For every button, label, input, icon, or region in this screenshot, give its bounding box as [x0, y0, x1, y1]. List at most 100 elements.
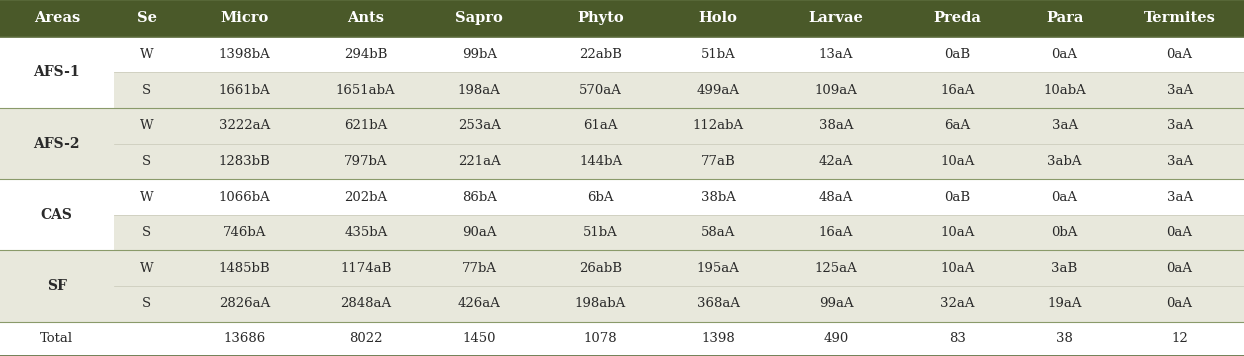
- Text: CAS: CAS: [41, 208, 72, 222]
- Text: Holo: Holo: [699, 11, 738, 25]
- Text: 10aA: 10aA: [940, 262, 974, 275]
- Text: 294bB: 294bB: [345, 48, 387, 61]
- Text: 198aA: 198aA: [458, 84, 501, 97]
- Text: 0aB: 0aB: [944, 48, 970, 61]
- Text: SF: SF: [47, 279, 67, 293]
- Text: 125aA: 125aA: [815, 262, 857, 275]
- Text: Se: Se: [137, 11, 157, 25]
- Text: 16aA: 16aA: [819, 226, 853, 239]
- Bar: [0, 37, 113, 108]
- Bar: [113, 72, 1244, 108]
- Text: 3aA: 3aA: [1167, 190, 1193, 204]
- Text: 99aA: 99aA: [819, 297, 853, 310]
- Text: 195aA: 195aA: [697, 262, 740, 275]
- Text: 0aA: 0aA: [1167, 297, 1193, 310]
- Bar: [0, 250, 113, 321]
- Text: Para: Para: [1046, 11, 1084, 25]
- Text: 0aB: 0aB: [944, 190, 970, 204]
- Text: 3aA: 3aA: [1167, 119, 1193, 132]
- Bar: [113, 179, 1244, 215]
- Text: 1450: 1450: [463, 332, 496, 345]
- Text: 0aA: 0aA: [1051, 190, 1077, 204]
- Bar: [113, 108, 1244, 143]
- Text: 1398bA: 1398bA: [219, 48, 270, 61]
- Bar: [0, 108, 113, 179]
- Text: 38bA: 38bA: [700, 190, 735, 204]
- Text: 48aA: 48aA: [819, 190, 853, 204]
- Text: 435bA: 435bA: [345, 226, 387, 239]
- Bar: [113, 215, 1244, 250]
- Text: S: S: [142, 226, 152, 239]
- Text: 51bA: 51bA: [700, 48, 735, 61]
- Text: 86bA: 86bA: [462, 190, 496, 204]
- Bar: [113, 37, 1244, 72]
- Text: Areas: Areas: [34, 11, 80, 25]
- Text: 77aB: 77aB: [700, 155, 735, 168]
- Text: 8022: 8022: [350, 332, 382, 345]
- Bar: [113, 286, 1244, 321]
- Text: 112abA: 112abA: [693, 119, 744, 132]
- Text: 0aA: 0aA: [1051, 48, 1077, 61]
- Text: 26abB: 26abB: [578, 262, 622, 275]
- Text: 19aA: 19aA: [1047, 297, 1082, 310]
- Text: 490: 490: [824, 332, 848, 345]
- Text: 621bA: 621bA: [345, 119, 387, 132]
- Text: 3abA: 3abA: [1047, 155, 1082, 168]
- Text: 3aA: 3aA: [1167, 155, 1193, 168]
- Text: W: W: [141, 190, 154, 204]
- Text: 3aB: 3aB: [1051, 262, 1077, 275]
- Text: 77bA: 77bA: [462, 262, 496, 275]
- Text: 10aA: 10aA: [940, 155, 974, 168]
- Text: 109aA: 109aA: [815, 84, 857, 97]
- Text: W: W: [141, 48, 154, 61]
- Text: 1651abA: 1651abA: [336, 84, 396, 97]
- Text: 221aA: 221aA: [458, 155, 500, 168]
- Text: 0bA: 0bA: [1051, 226, 1077, 239]
- Text: Ants: Ants: [347, 11, 384, 25]
- Text: 746bA: 746bA: [223, 226, 266, 239]
- Text: 61aA: 61aA: [583, 119, 618, 132]
- Bar: [113, 143, 1244, 179]
- Text: 253aA: 253aA: [458, 119, 501, 132]
- Text: 202bA: 202bA: [345, 190, 387, 204]
- Text: 2848aA: 2848aA: [340, 297, 392, 310]
- Text: 1485bB: 1485bB: [219, 262, 270, 275]
- Text: Total: Total: [40, 332, 73, 345]
- Bar: [113, 250, 1244, 286]
- Text: 22abB: 22abB: [580, 48, 622, 61]
- Text: Micro: Micro: [220, 11, 269, 25]
- Text: 1066bA: 1066bA: [219, 190, 270, 204]
- Text: 58aA: 58aA: [702, 226, 735, 239]
- Text: 0aA: 0aA: [1167, 262, 1193, 275]
- Text: 16aA: 16aA: [940, 84, 974, 97]
- Text: S: S: [142, 84, 152, 97]
- Text: 144bA: 144bA: [578, 155, 622, 168]
- Text: 42aA: 42aA: [819, 155, 853, 168]
- Text: AFS-1: AFS-1: [34, 66, 80, 79]
- Text: 13686: 13686: [224, 332, 266, 345]
- Text: 570aA: 570aA: [580, 84, 622, 97]
- Text: 1078: 1078: [583, 332, 617, 345]
- Text: Sapro: Sapro: [455, 11, 503, 25]
- Text: W: W: [141, 262, 154, 275]
- Text: 797bA: 797bA: [345, 155, 387, 168]
- Text: 0aA: 0aA: [1167, 48, 1193, 61]
- Text: 38: 38: [1056, 332, 1074, 345]
- Text: S: S: [142, 155, 152, 168]
- Bar: [0, 0, 1244, 37]
- Text: 2826aA: 2826aA: [219, 297, 270, 310]
- Text: 6aA: 6aA: [944, 119, 970, 132]
- Text: 1661bA: 1661bA: [219, 84, 270, 97]
- Text: Phyto: Phyto: [577, 11, 623, 25]
- Text: 3aA: 3aA: [1167, 84, 1193, 97]
- Text: 6bA: 6bA: [587, 190, 613, 204]
- Text: 1283bB: 1283bB: [219, 155, 270, 168]
- Text: S: S: [142, 297, 152, 310]
- Text: 1174aB: 1174aB: [340, 262, 392, 275]
- Text: Larvae: Larvae: [809, 11, 863, 25]
- Text: 38aA: 38aA: [819, 119, 853, 132]
- Text: AFS-2: AFS-2: [34, 137, 80, 151]
- Text: 32aA: 32aA: [940, 297, 974, 310]
- Text: 426aA: 426aA: [458, 297, 501, 310]
- Text: 198abA: 198abA: [575, 297, 626, 310]
